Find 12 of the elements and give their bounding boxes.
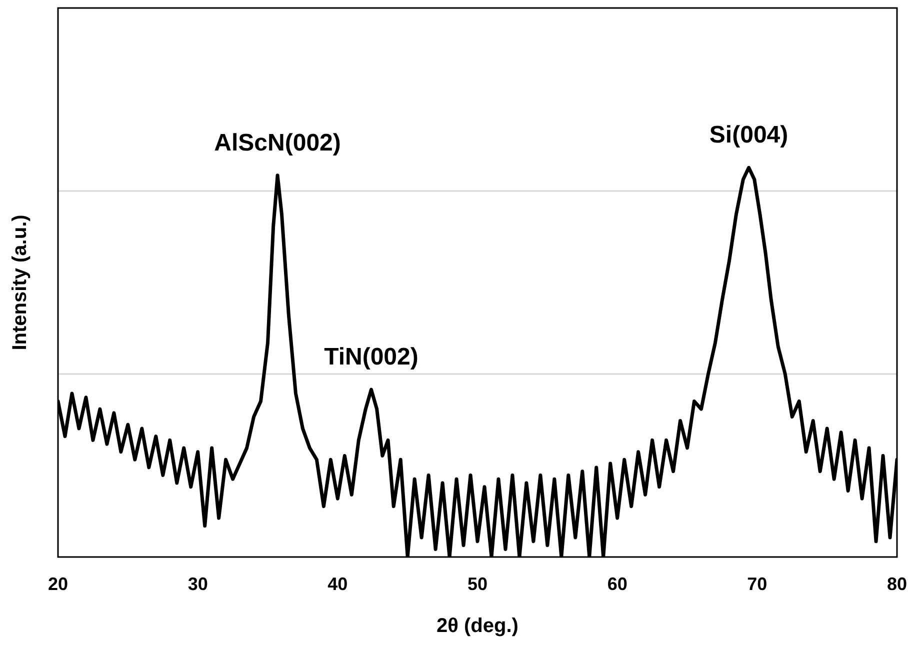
x-tick-label: 40 [328,574,348,594]
annotation: AlScN(002) [214,129,341,156]
x-tick-label: 60 [607,574,628,594]
annotation: TiN(002) [324,344,418,371]
annotation: Si(004) [709,122,788,149]
x-tick-label: 70 [747,574,768,594]
x-tick-label: 30 [188,574,208,594]
x-axis-title: 2θ (deg.) [436,615,518,637]
x-tick-label: 80 [886,574,908,594]
y-axis-title: Intensity (a.u.) [9,214,31,350]
x-tick-label: 20 [48,574,68,594]
x-tick-label: 50 [467,574,488,594]
